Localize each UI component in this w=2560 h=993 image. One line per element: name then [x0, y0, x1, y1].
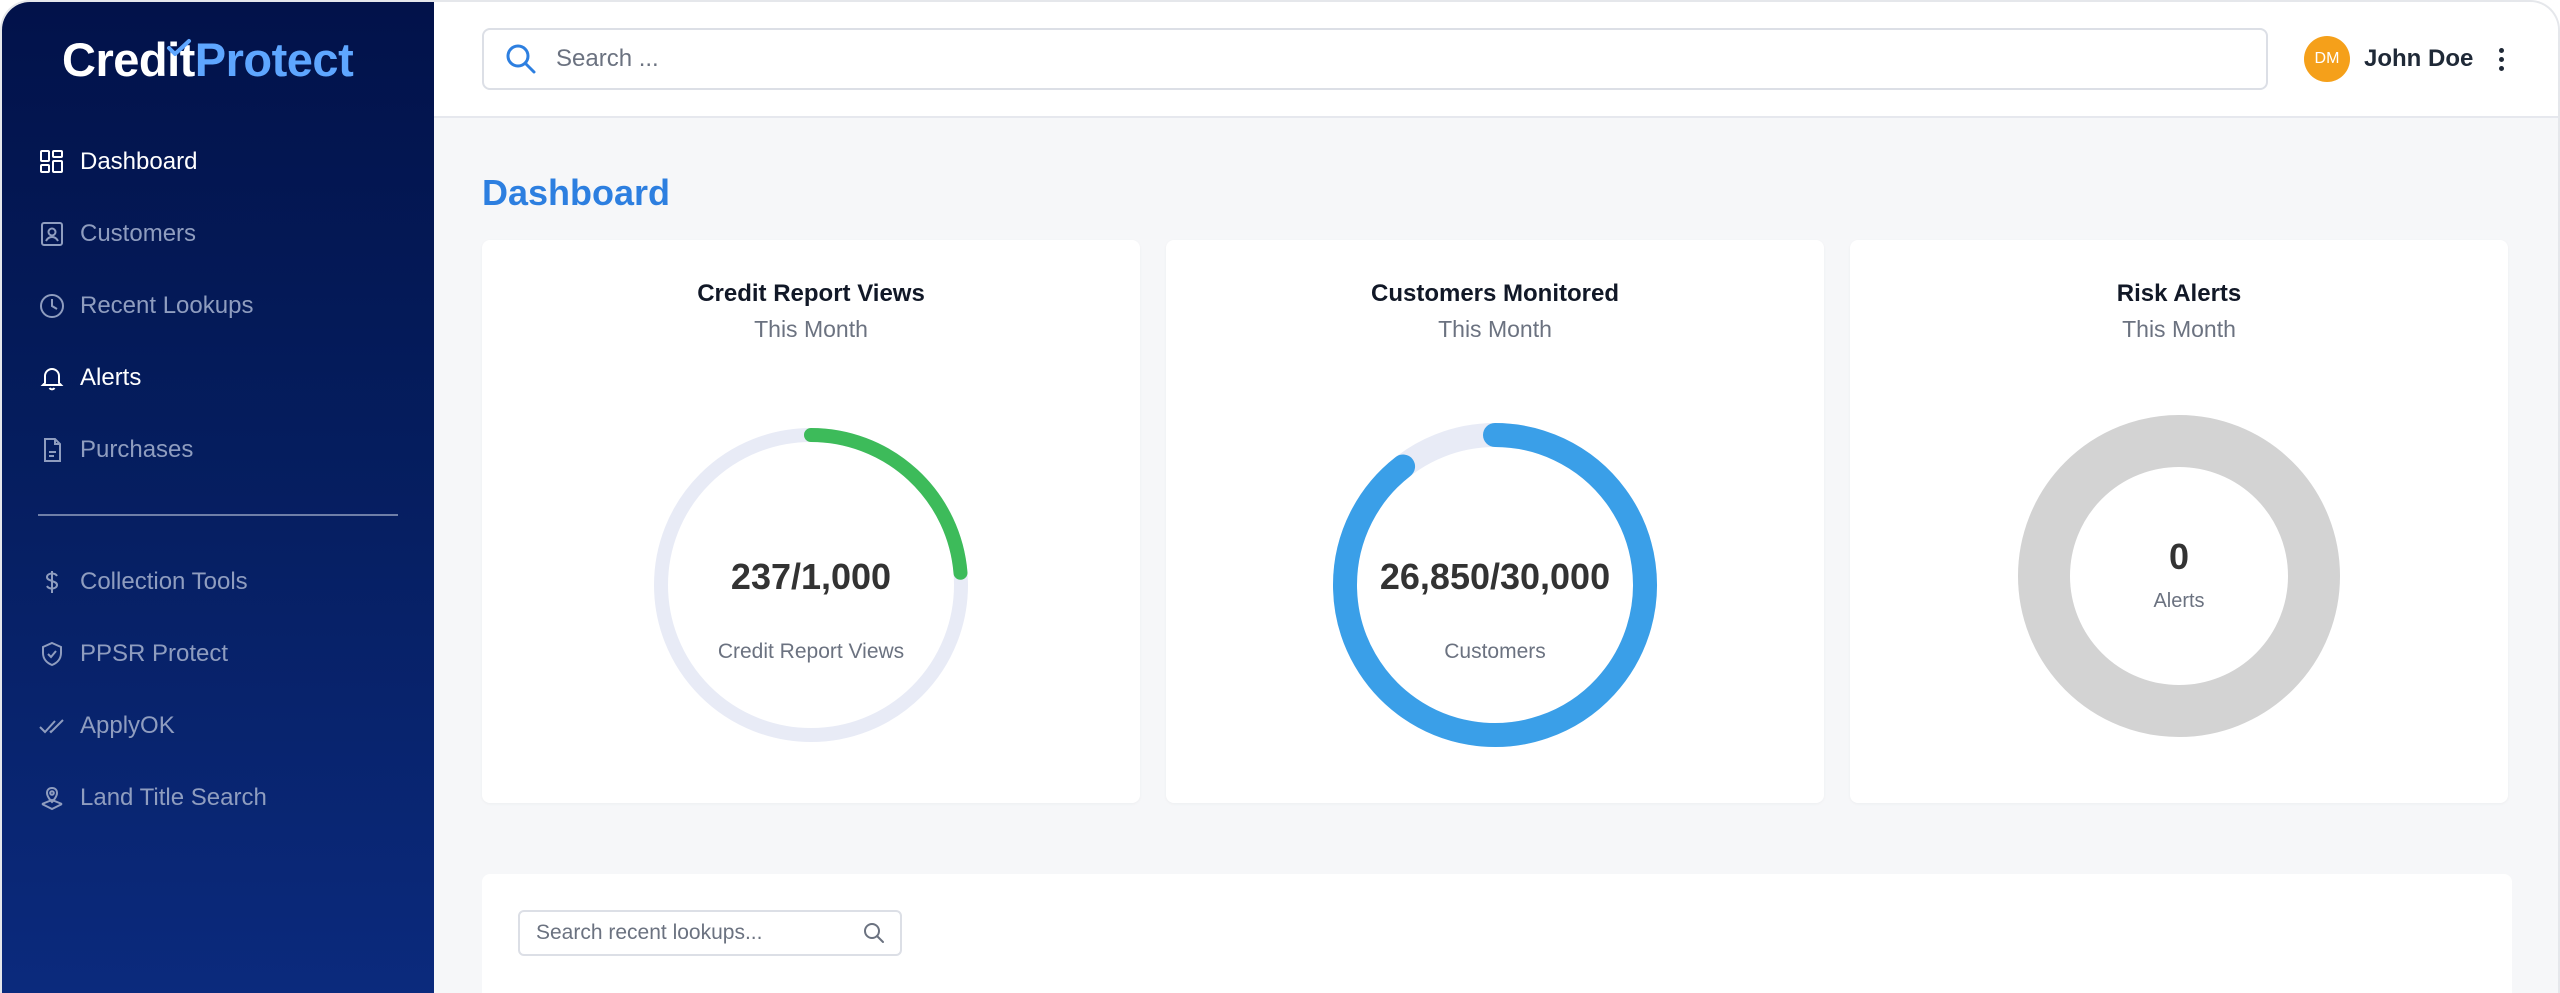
user-name[interactable]: John Doe: [2364, 45, 2474, 72]
clock-icon: [40, 294, 64, 318]
sidebar-item-recent-lookups[interactable]: Recent Lookups: [38, 284, 253, 328]
gauge-progress-arc: [1333, 423, 1657, 747]
sidebar-item-label: Land Title Search: [80, 784, 267, 811]
document-icon: [44, 438, 61, 462]
card-subtitle: This Month: [2122, 316, 2236, 342]
gauge-value: 237/1,000: [730, 556, 892, 597]
topbar: DM John Doe: [434, 2, 2558, 118]
sidebar-item-label: PPSR Protect: [80, 640, 229, 667]
shield-check-icon: [42, 641, 62, 667]
sidebar-item-land-title-search[interactable]: Land Title Search: [38, 776, 267, 820]
user-menu[interactable]: DM John Doe: [2304, 36, 2505, 82]
search-icon[interactable]: [862, 921, 886, 945]
search-input[interactable]: [556, 45, 2156, 73]
sidebar-item-purchases[interactable]: Purchases: [38, 428, 193, 472]
gauge-label: Alerts: [2153, 590, 2205, 612]
logo-check-icon: [167, 39, 191, 56]
gauge-value: 26,850/30,000: [1379, 556, 1611, 597]
sidebar-item-label: ApplyOK: [80, 712, 175, 739]
card-subtitle: This Month: [1438, 316, 1552, 342]
contact-card-icon: [41, 222, 63, 246]
sidebar-item-label: Purchases: [80, 436, 194, 463]
map-pin-icon: [41, 786, 63, 811]
page-title: Dashboard: [482, 172, 671, 213]
sidebar-item-dashboard[interactable]: Dashboard: [38, 140, 197, 184]
sidebar-item-label: Customers: [80, 220, 197, 247]
credit-report-views-card: Credit Report Views This Month 237/1,000…: [482, 240, 1140, 803]
sidebar-item-ppsr-protect[interactable]: PPSR Protect: [38, 632, 228, 676]
dollar-icon: [45, 571, 59, 593]
customers-monitored-card: Customers Monitored This Month 26,850/30…: [1166, 240, 1824, 803]
brand-logo-part1: Credit: [62, 33, 195, 86]
double-check-icon: [39, 719, 64, 734]
gauge-progress-arc: [804, 428, 968, 580]
gauge-label: Customers: [1444, 640, 1546, 663]
sidebar-divider: [38, 514, 398, 516]
donut-gauge: [654, 428, 968, 742]
dashboard-grid-icon: [40, 150, 63, 173]
sidebar-item-label: Dashboard: [80, 148, 198, 175]
search-icon: [506, 44, 536, 74]
sidebar-item-label: Collection Tools: [80, 568, 248, 595]
card-title: Risk Alerts: [2116, 280, 2242, 307]
gauge-label: Credit Report Views: [717, 640, 905, 663]
more-options-icon[interactable]: [2499, 47, 2505, 71]
lookup-search-box[interactable]: [518, 910, 902, 956]
lookup-search-input[interactable]: [536, 921, 846, 945]
gauge-track: [2018, 415, 2340, 737]
sidebar-item-alerts[interactable]: Alerts: [38, 356, 141, 400]
donut-gauge: [2018, 415, 2340, 737]
recent-lookups-panel: [482, 874, 2512, 993]
card-title: Customers Monitored: [1370, 280, 1619, 307]
sidebar-item-label: Alerts: [80, 364, 142, 391]
card-title: Credit Report Views: [697, 280, 925, 307]
sidebar-item-applyok[interactable]: ApplyOK: [38, 704, 175, 748]
global-search[interactable]: [482, 28, 2268, 90]
sidebar: Credit Protect Dashboard Customers: [2, 2, 434, 993]
risk-alerts-card: Risk Alerts This Month 0 Alerts: [1850, 240, 2508, 803]
donut-gauge: [1333, 423, 1657, 747]
card-subtitle: This Month: [754, 316, 868, 342]
avatar[interactable]: DM: [2304, 36, 2350, 82]
brand-logo-part2: Protect: [194, 33, 354, 86]
sidebar-item-customers[interactable]: Customers: [38, 212, 196, 256]
sidebar-item-label: Recent Lookups: [80, 292, 254, 319]
sidebar-item-collection-tools[interactable]: Collection Tools: [38, 560, 248, 604]
gauge-value: 0: [2168, 536, 2190, 577]
brand-logo[interactable]: Credit Protect: [62, 32, 354, 94]
bell-icon: [40, 368, 64, 391]
